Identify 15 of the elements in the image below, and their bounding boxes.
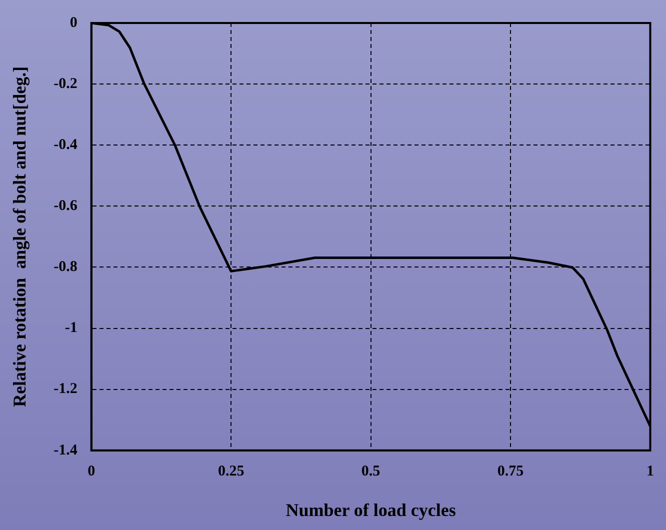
y-tick-label: -0.6 (54, 198, 78, 214)
x-tick-label: 0 (88, 463, 96, 480)
y-tick-label: -1.2 (54, 381, 78, 398)
y-tick-label: -1.4 (54, 442, 78, 458)
x-axis-title: Number of load cycles (286, 500, 456, 520)
y-tick-label: -0.2 (54, 76, 78, 92)
x-tick-label: 0.75 (497, 463, 524, 480)
x-tick-label: 0.5 (361, 463, 380, 480)
x-tick-label: 0.25 (218, 463, 244, 480)
y-axis-title: Relative rotation angle of bolt and nut[deg.] (9, 66, 30, 408)
y-tick-label: 0 (70, 14, 78, 31)
y-tick-label: -1 (64, 320, 78, 336)
y-tick-label: -0.8 (54, 259, 78, 276)
y-tick-label: -0.4 (54, 136, 78, 153)
x-tick-label: 1 (646, 463, 654, 480)
